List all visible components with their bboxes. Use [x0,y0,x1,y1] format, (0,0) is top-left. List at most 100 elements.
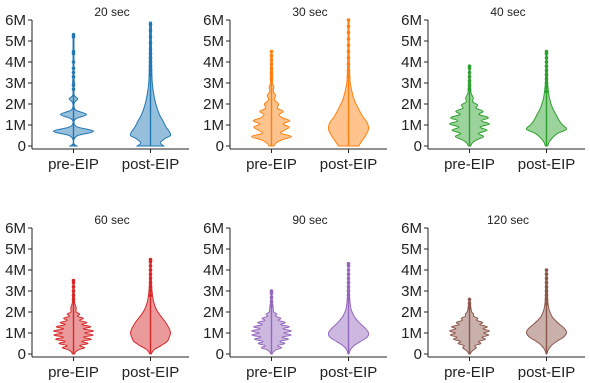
outlier-point [467,70,472,75]
outlier-point [467,79,472,83]
outlier-point [346,280,351,285]
outlier-point [71,293,76,298]
chart-panel: 60 sec 0 1M 2M 3M 4M 5M 6M pre-EIP post-EIP [5,213,189,381]
outlier-point [346,268,351,272]
outlier-point [148,68,153,73]
outlier-point [544,89,549,94]
outlier-point [269,295,274,300]
y-tick-label: 3M [401,75,422,92]
x-tick-label: post-EIP [122,156,180,173]
outlier-point [544,276,549,281]
y-tick-label: 2M [5,304,26,321]
y-tick-label: 4M [203,262,224,279]
outlier-point [148,285,153,289]
panel-title: 120 sec [487,213,529,227]
y-tick-label: 4M [401,54,422,71]
outlier-point [269,77,274,81]
outlier-point [148,64,153,68]
outlier-point [148,51,153,56]
outlier-point [346,297,351,302]
outlier-point [346,74,351,79]
y-tick-label: 5M [5,33,26,50]
outlier-point [269,289,274,293]
y-tick-label: 3M [401,283,422,300]
outlier-point [148,72,153,77]
outlier-point [71,87,76,92]
outlier-point [346,261,351,266]
outlier-point [346,68,351,73]
outlier-point [148,272,153,277]
y-tick-label: 3M [5,75,26,92]
outlier-point [71,49,76,54]
outlier-point [467,64,472,68]
y-tick-label: 1M [401,117,422,134]
outlier-point [346,289,351,293]
y-tick-label: 1M [401,325,422,342]
outlier-point [71,60,76,64]
panel-title: 30 sec [292,5,327,19]
outlier-point [544,72,549,77]
chart-panel: 40 sec 0 1M 2M 3M 4M 5M 6M pre-EIP post-EIP [401,5,585,173]
outlier-point [544,268,549,272]
outlier-point [71,74,76,79]
y-tick-label: 5M [401,241,422,258]
outlier-point [544,293,549,298]
y-tick-label: 1M [203,117,224,134]
x-tick-label: post-EIP [320,156,378,173]
outlier-point [148,276,153,281]
panel-title: 20 sec [94,5,129,19]
outlier-point [148,56,153,60]
outlier-point [148,60,153,64]
outlier-point [544,285,549,289]
outlier-point [544,77,549,81]
outlier-point [148,293,153,298]
outlier-point [269,70,274,75]
outlier-point [148,35,153,39]
y-tick-label: 5M [203,241,224,258]
y-tick-label: 6M [401,220,422,237]
outlier-point [544,272,549,277]
outlier-point [544,297,549,302]
y-tick-label: 5M [5,241,26,258]
outlier-point [346,43,351,47]
y-tick-label: 2M [401,304,422,321]
y-tick-label: 6M [203,12,224,29]
x-tick-label: post-EIP [320,364,378,381]
y-tick-label: 3M [203,75,224,92]
outlier-point [148,268,153,272]
outlier-point [467,306,472,310]
y-tick-label: 0 [216,346,224,363]
outlier-point [71,297,76,302]
outlier-point [269,303,274,308]
outlier-point [544,64,549,68]
outlier-point [346,56,351,60]
y-tick-label: 6M [5,12,26,29]
x-tick-label: post-EIP [518,364,576,381]
chart-panel: 90 sec 0 1M 2M 3M 4M 5M 6M pre-EIP post-EIP [203,213,387,381]
x-tick-label: pre-EIP [444,156,495,173]
x-tick-label: post-EIP [122,364,180,381]
outlier-point [346,18,351,22]
y-tick-label: 6M [203,220,224,237]
y-tick-label: 3M [203,283,224,300]
outlier-point [148,47,153,52]
x-tick-label: pre-EIP [48,156,99,173]
outlier-point [467,87,472,92]
outlier-point [544,56,549,60]
chart-panel: 20 sec 0 1M 2M 3M 4M 5M 6M pre-EIP post-EIP [5,5,189,173]
outlier-point [544,301,549,306]
outlier-point [269,299,274,304]
chart-panel: 30 sec 0 1M 2M 3M 4M 5M 6M pre-EIP post-EIP [203,5,387,173]
y-tick-label: 4M [401,262,422,279]
outlier-point [467,301,472,306]
outlier-point [71,70,76,75]
x-tick-label: pre-EIP [246,156,297,173]
y-tick-label: 4M [5,54,26,71]
y-tick-label: 0 [216,138,224,155]
outlier-point [269,62,274,66]
outlier-point [148,280,153,285]
y-tick-label: 0 [18,346,26,363]
y-tick-label: 0 [414,346,422,363]
outlier-point [148,22,153,27]
